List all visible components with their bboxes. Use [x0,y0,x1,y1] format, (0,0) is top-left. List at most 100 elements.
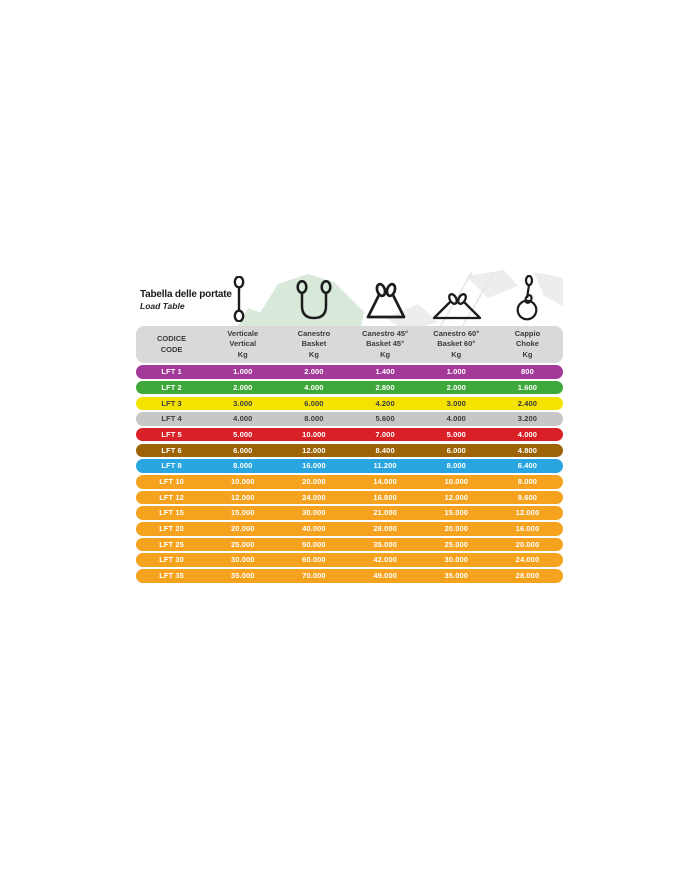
row-value-cell: 60.000 [302,555,326,565]
row-value-cell: 28.000 [515,571,540,581]
table-title-block: Tabella delle portate Load Table [140,289,260,311]
basket-60-sling-icon [432,293,482,320]
row-value-cell: 20.000 [302,477,326,486]
row-value-cell: 15.000 [230,508,255,518]
row-value-cell: 10.000 [302,429,326,439]
header-label: Cappio [514,329,541,339]
row-value-cell: 24.000 [515,555,540,565]
row-value-cell: 4.000 [233,414,253,424]
row-value-cell: 8.000 [304,414,324,424]
row-value-cell: 4.200 [375,398,395,408]
header-label: Kg [451,349,462,359]
row-code-cell: LFT 20 [159,524,184,534]
row-value-cell: 35.000 [230,571,255,581]
row-value-cell: 9.600 [517,492,538,502]
table-body: LFT 1 1.000 2.000 1.400 1.000 800 LFT 2 2.000 4.… [136,365,563,583]
table-row: LFT 20 20.000 40.000 28.000 20.000 16.000 [136,522,563,536]
row-value-cell: 3.000 [233,398,253,408]
row-value-cell: 8.400 [375,445,395,455]
row-value-cell: 12.000 [444,492,469,502]
row-value-cell: 11.200 [373,461,397,471]
table-title: Tabella delle portate [140,289,232,300]
choke-sling-icon [516,275,538,321]
row-code-cell: LFT 8 [161,461,182,471]
row-value-cell: 7.000 [375,429,395,439]
row-value-cell: 5.600 [375,414,395,424]
header-label: Verticale [227,329,259,339]
row-code-cell: LFT 3 [161,398,182,408]
header-label: CODICE [157,334,187,344]
table-row: LFT 3 3.000 6.000 4.200 3.000 2.400 [136,396,563,411]
row-value-cell: 12.000 [515,508,540,518]
row-value-cell: 14.000 [373,477,397,486]
header-cell-code: CODICE CODE [136,334,207,354]
row-value-cell: 6.000 [304,398,324,408]
row-code-cell: LFT 35 [159,571,184,581]
header-cell-basket-45: Canestro 45° Basket 45° Kg [350,329,421,359]
table-row: LFT 4 4.000 8.000 5.600 4.000 3.200 [136,412,563,426]
row-value-cell: 4.000 [304,382,324,392]
table-row: LFT 5 5.000 10.000 7.000 5.000 4.000 [136,427,563,442]
row-code-cell: LFT 15 [159,508,184,518]
row-value-cell: 15.000 [444,508,469,518]
table-row: LFT 35 35.000 70.000 49.000 35.000 28.000 [136,569,563,583]
row-value-cell: 8.000 [517,477,538,486]
row-value-cell: 3.000 [446,398,466,408]
header-label: Kg [380,349,391,359]
row-value-cell: 24.000 [302,492,326,502]
row-value-cell: 12.000 [230,492,255,502]
row-value-cell: 10.000 [230,477,255,486]
header-label: CODE [160,344,183,354]
row-value-cell: 4.000 [446,414,466,424]
table-row: LFT 15 15.000 30.000 21.000 15.000 12.000 [136,506,563,520]
header-label: Choke [515,339,539,349]
row-value-cell: 2.800 [375,382,395,392]
header-label: Canestro 45° [362,329,409,339]
row-value-cell: 20.000 [444,524,469,534]
row-value-cell: 16.800 [373,492,397,502]
row-value-cell: 35.000 [444,571,469,581]
header-label: Basket 60° [437,339,476,349]
header-label: Kg [237,349,248,359]
basket-sling-icon [296,280,332,320]
header-cell-vertical: Verticale Vertical Kg [207,329,278,359]
row-code-cell: LFT 12 [159,492,184,502]
row-value-cell: 16.000 [515,524,540,534]
header-label: Kg [522,349,533,359]
header-label: Canestro [297,329,331,339]
table-row: LFT 1 1.000 2.000 1.400 1.000 800 [136,365,563,379]
header-label: Kg [308,349,319,359]
row-value-cell: 49.000 [373,571,397,581]
row-value-cell: 25.000 [444,539,469,549]
row-value-cell: 6.400 [517,461,538,471]
row-value-cell: 2.400 [517,398,538,408]
row-code-cell: LFT 25 [159,539,184,549]
row-value-cell: 1.400 [375,367,395,377]
load-table: Tabella delle portate Load Table [136,270,563,583]
header-label: Canestro 60° [433,329,480,339]
row-value-cell: 1.000 [446,367,466,377]
row-value-cell: 4.000 [517,429,538,439]
table-row: LFT 30 30.000 60.000 42.000 30.000 24.000 [136,553,563,567]
header-cell-basket-60: Canestro 60° Basket 60° Kg [421,329,492,359]
row-code-cell: LFT 4 [161,414,182,424]
row-code-cell: LFT 1 [161,367,182,377]
row-value-cell: 8.000 [233,461,253,471]
row-value-cell: 800 [521,367,534,377]
row-code-cell: LFT 5 [161,429,182,439]
table-subtitle: Load Table [140,301,185,311]
row-code-cell: LFT 6 [161,445,182,455]
table-row: LFT 2 2.000 4.000 2.800 2.000 1.600 [136,380,563,395]
row-value-cell: 20.000 [515,539,540,549]
row-value-cell: 16.000 [302,461,326,471]
header-label: Basket 45° [366,339,405,349]
row-value-cell: 21.000 [373,508,397,518]
row-value-cell: 25.000 [230,539,255,549]
table-row: LFT 12 12.000 24.000 16.800 12.000 9.600 [136,490,563,505]
row-value-cell: 8.000 [446,461,466,471]
row-value-cell: 30.000 [302,508,326,518]
row-value-cell: 30.000 [444,555,469,565]
row-value-cell: 2.000 [446,382,466,392]
row-value-cell: 2.000 [304,367,324,377]
